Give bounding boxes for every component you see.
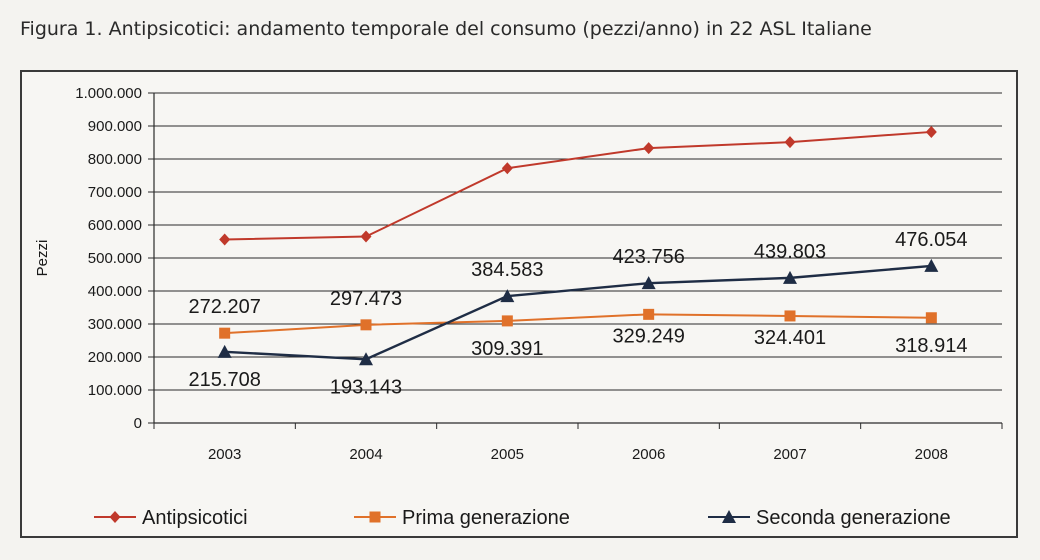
gridlines — [148, 92, 1002, 424]
series-group — [217, 125, 939, 366]
data-point-seconda-generazione — [500, 289, 515, 303]
data-point-antipsicotici — [501, 162, 513, 175]
data-label-seconda-generazione: 439.803 — [754, 241, 826, 263]
series-line-prima-generazione — [224, 313, 932, 335]
line-chart: 0 100.000 200.000 300.000 400.000 500.000 600.… — [34, 85, 1003, 529]
series-line-antipsicotici — [224, 130, 932, 241]
data-label-prima-generazione: 297.473 — [330, 288, 402, 310]
x-tick-label: 2006 — [632, 446, 665, 463]
data-point-seconda-generazione — [359, 352, 373, 366]
x-tick-label: 2008 — [915, 446, 948, 463]
data-point-antipsicotici — [784, 136, 796, 149]
y-tick-label: 400.000 — [88, 283, 142, 300]
y-axis-label: Pezzi — [34, 240, 51, 277]
y-tick-label: 100.000 — [88, 382, 142, 399]
data-label-seconda-generazione: 423.756 — [613, 246, 685, 268]
legend: Antipsicotici Prima generazione Seconda ge… — [94, 507, 951, 529]
data-label-seconda-generazione: 476.054 — [895, 229, 967, 251]
data-point-antipsicotici — [925, 125, 937, 138]
data-point-antipsicotici — [219, 233, 231, 246]
axes — [153, 93, 1003, 429]
data-point-prima-generazione — [925, 312, 937, 324]
data-label-prima-generazione: 318.914 — [895, 335, 967, 357]
legend-label-antipsicotici: Antipsicotici — [142, 507, 248, 529]
figure-caption: Figura 1. Antipsicotici: andamento tempo… — [20, 18, 872, 40]
y-tick-label: 300.000 — [88, 316, 142, 333]
data-point-prima-generazione — [219, 327, 231, 339]
y-tick-label: 900.000 — [88, 118, 142, 135]
data-labels: 272.207 297.473 309.391 329.249 324.401 318.9… — [189, 229, 968, 398]
y-tick-label: 0 — [134, 415, 142, 432]
y-tick-label: 1.000.000 — [75, 85, 142, 102]
x-tick-label: 2005 — [491, 446, 524, 463]
data-point-seconda-generazione — [924, 258, 939, 272]
legend-marker-seconda-generazione — [722, 510, 736, 523]
data-label-seconda-generazione: 215.708 — [189, 369, 261, 391]
series-line-seconda-generazione — [224, 264, 932, 361]
data-point-antipsicotici — [360, 230, 372, 243]
legend-marker-antipsicotici — [109, 511, 121, 523]
y-tick-label: 700.000 — [88, 184, 142, 201]
data-point-prima-generazione — [360, 319, 372, 331]
y-tick-label: 600.000 — [88, 217, 142, 234]
data-label-seconda-generazione: 384.583 — [471, 259, 543, 281]
data-label-seconda-generazione: 193.143 — [330, 376, 402, 398]
data-point-prima-generazione — [643, 308, 655, 320]
data-label-prima-generazione: 329.249 — [613, 325, 685, 347]
data-point-antipsicotici — [643, 142, 655, 155]
y-tick-labels: 0 100.000 200.000 300.000 400.000 500.000 600.… — [75, 85, 142, 432]
legend-label-prima-generazione: Prima generazione — [402, 507, 570, 529]
data-label-prima-generazione: 309.391 — [471, 338, 543, 360]
x-tick-label: 2003 — [208, 446, 241, 463]
chart-frame: 0 100.000 200.000 300.000 400.000 500.000 600.… — [20, 70, 1018, 538]
x-tick-label: 2007 — [773, 446, 806, 463]
data-point-prima-generazione — [501, 315, 513, 327]
x-tick-labels: 2003 2004 2005 2006 2007 2008 — [208, 446, 948, 463]
data-point-seconda-generazione — [217, 344, 232, 358]
data-label-prima-generazione: 272.207 — [189, 296, 261, 318]
y-tick-label: 200.000 — [88, 349, 142, 366]
y-tick-label: 500.000 — [88, 250, 142, 267]
data-point-prima-generazione — [784, 310, 796, 322]
data-point-seconda-generazione — [641, 276, 656, 290]
legend-marker-prima-generazione — [369, 511, 381, 523]
legend-label-seconda-generazione: Seconda generazione — [756, 507, 951, 529]
data-label-prima-generazione: 324.401 — [754, 327, 826, 349]
y-tick-label: 800.000 — [88, 151, 142, 168]
data-point-seconda-generazione — [783, 270, 797, 284]
x-tick-label: 2004 — [349, 446, 382, 463]
